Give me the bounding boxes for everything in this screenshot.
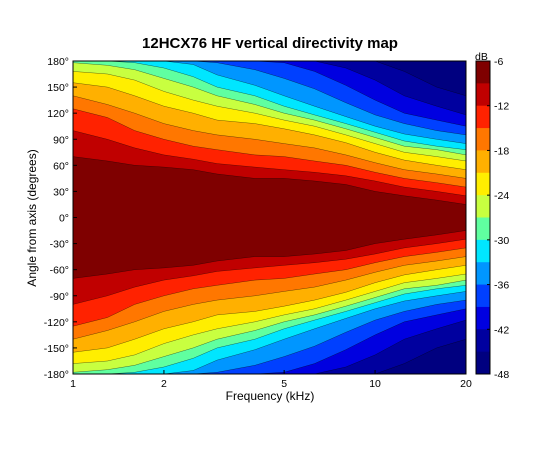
y-tick-label: -60° — [50, 265, 69, 277]
colorbar-band — [476, 217, 490, 241]
colorbar-tick-label: -30 — [494, 235, 509, 247]
colorbar-band — [476, 172, 490, 196]
y-tick-label: -90° — [50, 291, 69, 303]
colorbar — [476, 61, 490, 375]
y-tick-label: 60° — [53, 160, 69, 172]
colorbar-tick-label: -6 — [494, 56, 503, 68]
y-axis-label: Angle from axis (degrees) — [25, 149, 39, 286]
colorbar-band — [476, 351, 490, 375]
x-tick-label: 10 — [369, 378, 381, 390]
x-axis-ticks: 1 2 5 10 20 — [70, 370, 472, 390]
y-tick-label: 120° — [47, 108, 69, 120]
x-tick-label: 5 — [281, 378, 287, 390]
colorbar-band — [476, 83, 490, 107]
x-tick-label: 1 — [70, 378, 76, 390]
colorbar-tick-label: -36 — [494, 280, 509, 292]
colorbar-tick-label: -24 — [494, 190, 509, 202]
colorbar-band — [476, 284, 490, 308]
y-tick-label: 0° — [59, 213, 69, 225]
y-axis-ticks: 180° 150° 120° 90° 60° 30° 0° -30° -60° -90° -120°… — [44, 56, 77, 381]
colorbar-band — [476, 105, 490, 129]
colorbar-tick-label: -18 — [494, 145, 509, 157]
colorbar-band — [476, 262, 490, 286]
colorbar-frame — [475, 60, 491, 375]
y-tick-label: 180° — [47, 56, 69, 68]
x-tick-label: 20 — [460, 378, 472, 390]
colorbar-tick-label: -42 — [494, 324, 509, 336]
colorbar-band — [476, 150, 490, 174]
x-tick-label: 2 — [161, 378, 167, 390]
y-tick-label: -120° — [44, 317, 69, 329]
chart-title: 12HCX76 HF vertical directivity map — [142, 35, 398, 52]
colorbar-band — [476, 128, 490, 151]
y-tick-label: -180° — [44, 369, 69, 381]
contour-band-1 — [73, 156, 466, 279]
colorbar-band — [476, 195, 490, 218]
y-tick-label: 150° — [47, 82, 69, 94]
colorbar-band — [476, 239, 490, 263]
x-axis-label: Frequency (kHz) — [226, 389, 315, 403]
y-tick-label: 30° — [53, 186, 69, 198]
colorbar-band — [476, 61, 490, 84]
colorbar-band — [476, 329, 490, 353]
colorbar-ticks: -6 -12 -18 -24 -30 -36 -42 -48 — [487, 56, 509, 381]
y-tick-label: 90° — [53, 134, 69, 146]
heatmap-plot-area — [73, 61, 466, 374]
colorbar-band — [476, 306, 490, 330]
colorbar-unit-label: dB — [475, 51, 488, 63]
y-tick-label: -30° — [50, 239, 69, 251]
y-tick-label: -150° — [44, 343, 69, 355]
colorbar-tick-label: -48 — [494, 369, 509, 381]
colorbar-tick-label: -12 — [494, 101, 509, 113]
